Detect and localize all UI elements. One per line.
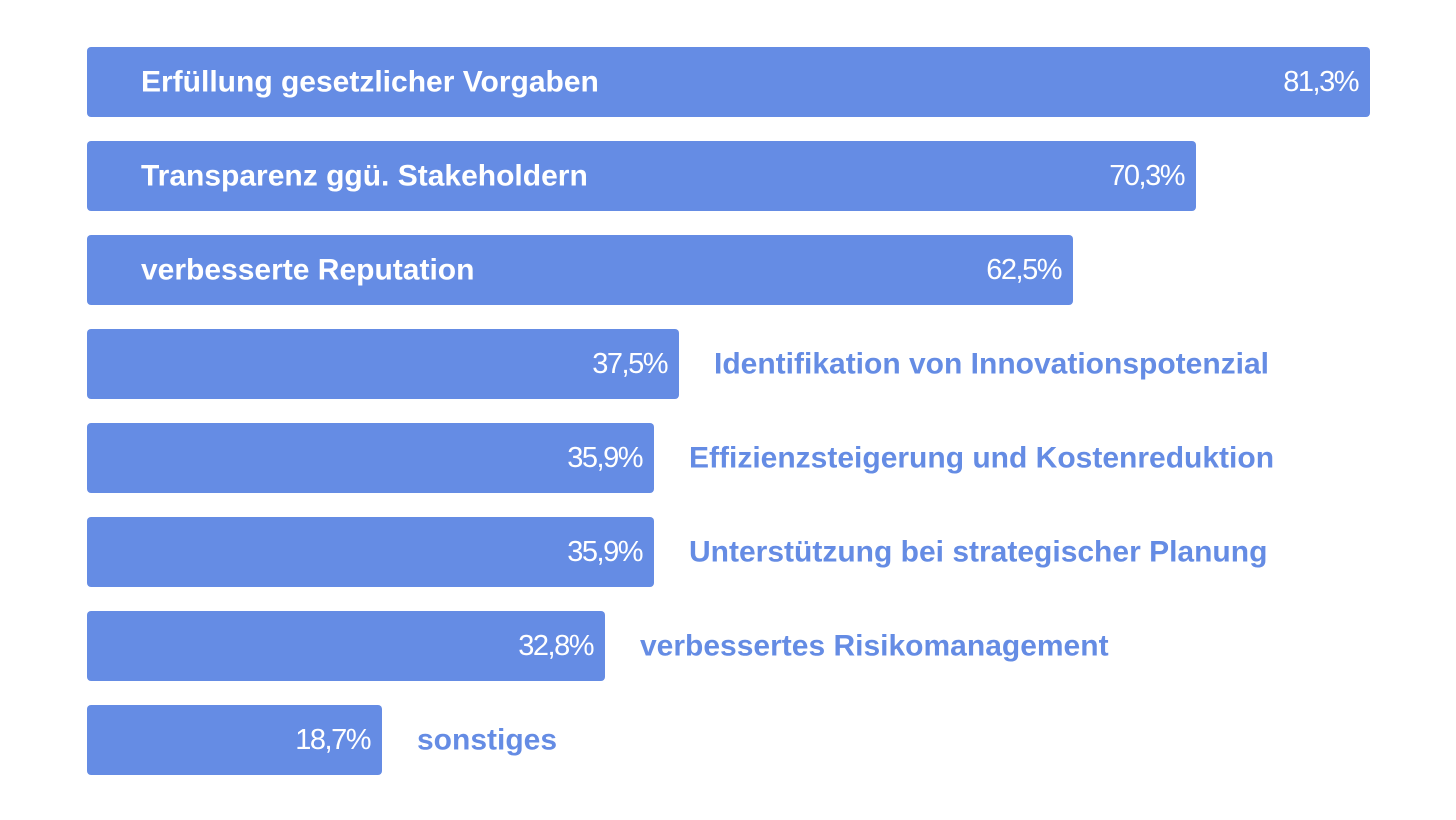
category-label-effizienzsteigerung-und-kostenreduktion: Effizienzsteigerung und Kostenreduktion: [689, 442, 1274, 475]
bar-sonstiges: [87, 705, 382, 775]
value-label-verbessertes-risikomanagement: 32,8%: [518, 630, 593, 662]
value-label-erfuellung-gesetzlicher-vorgaben: 81,3%: [1283, 66, 1358, 98]
category-label-verbessertes-risikomanagement: verbessertes Risikomanagement: [640, 630, 1109, 663]
value-label-unterstuetzung-bei-strategischer-planung: 35,9%: [567, 536, 642, 568]
bar-erfuellung-gesetzlicher-vorgaben: [87, 47, 1370, 117]
labels-layer: 81,3% Erfüllung gesetzlicher Vorgaben 70,3…: [141, 66, 1360, 757]
value-label-verbesserte-reputation: 62,5%: [986, 254, 1061, 286]
category-label-identifikation-von-innovationspotenzial: Identifikation von Innovationspotenzial: [714, 348, 1269, 381]
value-label-effizienzsteigerung-und-kostenreduktion: 35,9%: [567, 442, 642, 474]
category-label-sonstiges: sonstiges: [417, 724, 557, 757]
value-label-transparenz-ggue-stakeholdern: 70,3%: [1109, 160, 1184, 192]
value-label-identifikation-von-innovationspotenzial: 37,5%: [592, 348, 667, 380]
category-label-unterstuetzung-bei-strategischer-planung: Unterstützung bei strategischer Planung: [689, 536, 1267, 569]
bar-verbesserte-reputation: [87, 235, 1073, 305]
category-label-transparenz-ggue-stakeholdern: Transparenz ggü. Stakeholdern: [141, 160, 588, 193]
category-label-verbesserte-reputation: verbesserte Reputation: [141, 254, 474, 287]
bar-effizienzsteigerung-und-kostenreduktion: [87, 423, 654, 493]
bars-layer: [87, 47, 1370, 775]
category-label-erfuellung-gesetzlicher-vorgaben: Erfüllung gesetzlicher Vorgaben: [141, 66, 599, 99]
bar-unterstuetzung-bei-strategischer-planung: [87, 517, 654, 587]
value-label-sonstiges: 18,7%: [295, 724, 370, 756]
bar-transparenz-ggue-stakeholdern: [87, 141, 1196, 211]
bar-verbessertes-risikomanagement: [87, 611, 605, 681]
bar-identifikation-von-innovationspotenzial: [87, 329, 679, 399]
